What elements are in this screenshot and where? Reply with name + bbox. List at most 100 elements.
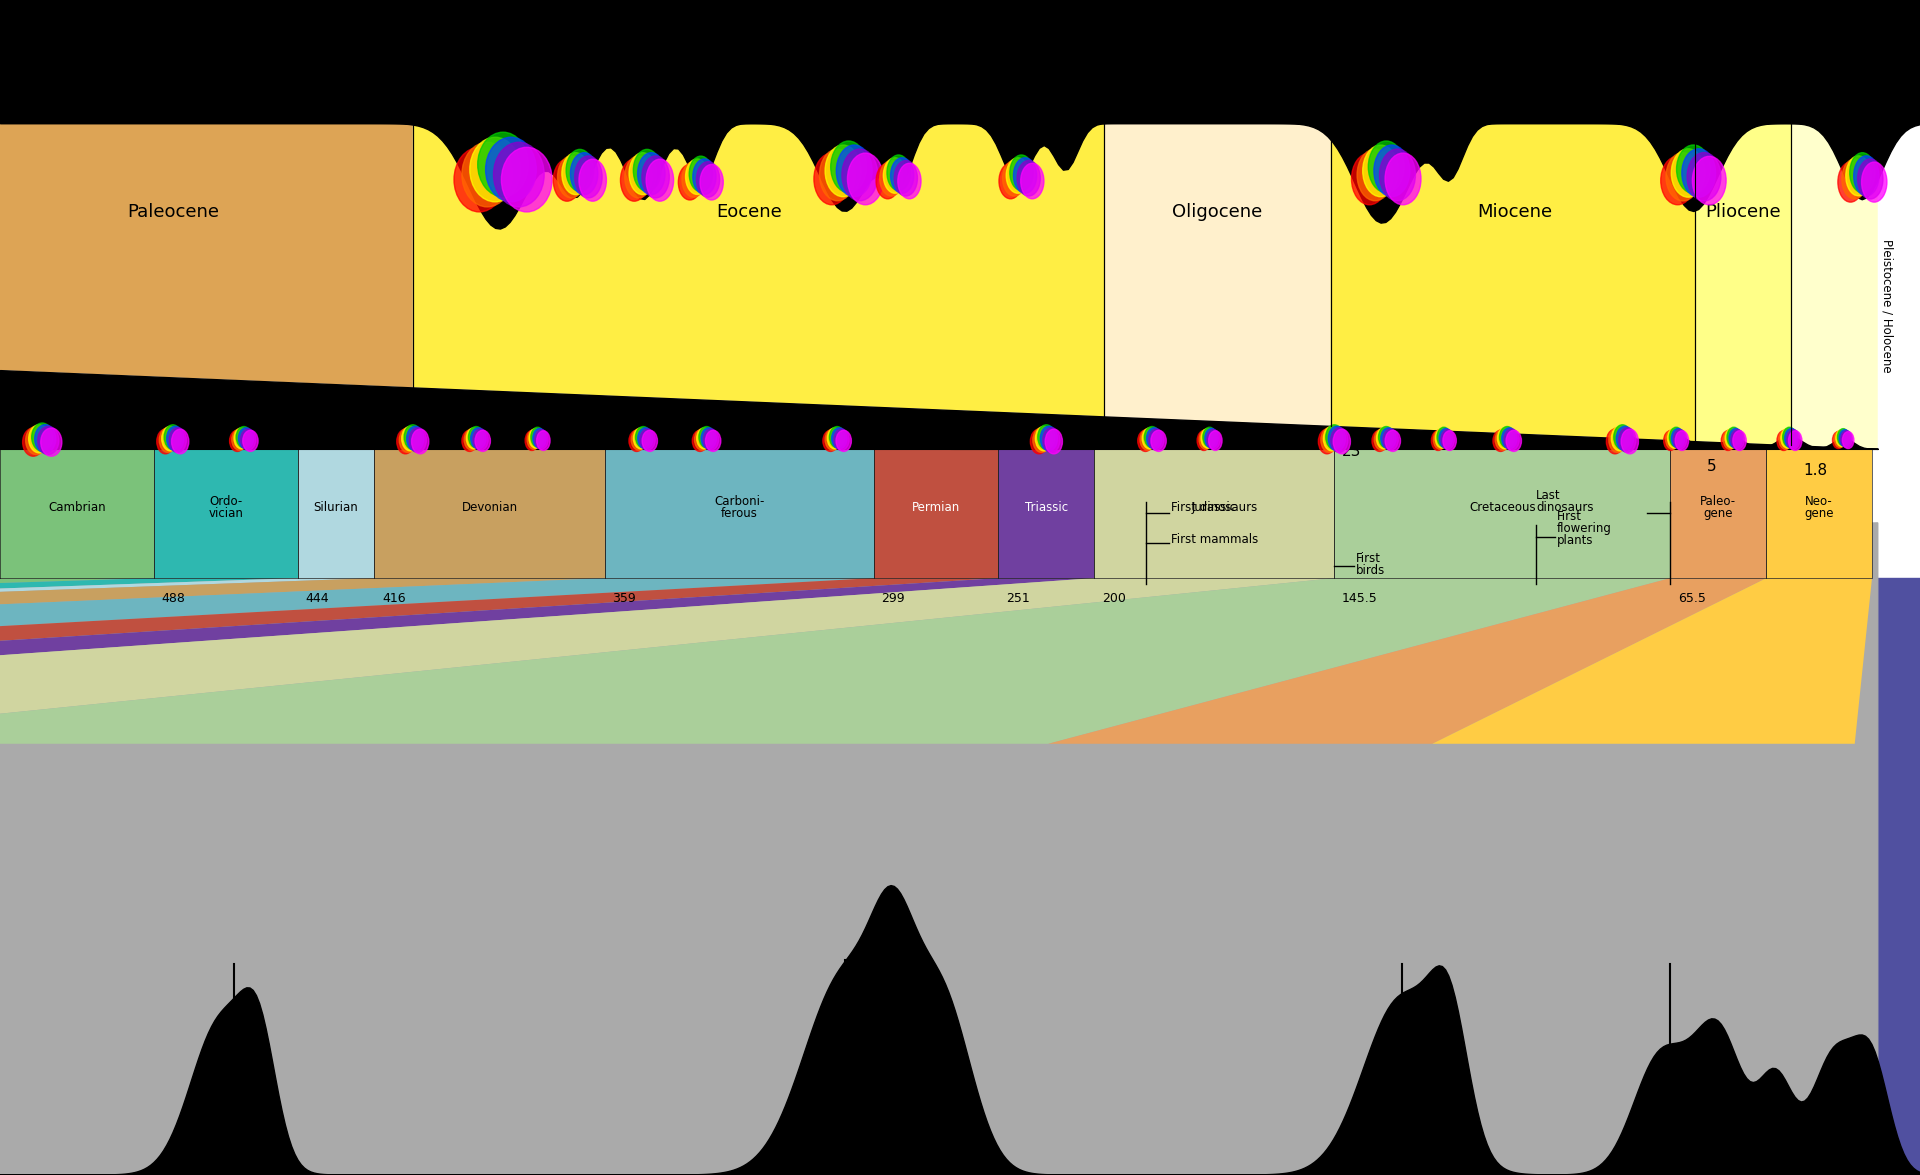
- Ellipse shape: [1375, 429, 1390, 450]
- Ellipse shape: [1373, 430, 1388, 451]
- Polygon shape: [0, 578, 1920, 1175]
- Ellipse shape: [1841, 159, 1866, 199]
- Ellipse shape: [171, 429, 188, 454]
- Ellipse shape: [1021, 163, 1044, 199]
- Ellipse shape: [161, 427, 179, 451]
- Ellipse shape: [1498, 428, 1513, 449]
- Ellipse shape: [1837, 429, 1849, 445]
- Ellipse shape: [1142, 428, 1158, 449]
- Ellipse shape: [895, 161, 918, 196]
- Ellipse shape: [1724, 430, 1738, 449]
- Text: Oligocene: Oligocene: [1171, 202, 1263, 221]
- Ellipse shape: [1139, 430, 1154, 451]
- Ellipse shape: [574, 156, 603, 197]
- Ellipse shape: [38, 427, 60, 455]
- Polygon shape: [1695, 123, 1791, 445]
- Ellipse shape: [636, 427, 651, 448]
- Ellipse shape: [407, 427, 424, 451]
- Ellipse shape: [1503, 429, 1519, 450]
- Text: 359: 359: [612, 592, 636, 605]
- Ellipse shape: [1144, 427, 1160, 448]
- Ellipse shape: [232, 429, 248, 450]
- Ellipse shape: [1692, 156, 1726, 204]
- Text: Cambrian: Cambrian: [48, 501, 106, 515]
- Text: 34: 34: [1116, 434, 1135, 449]
- Ellipse shape: [1726, 429, 1740, 448]
- Ellipse shape: [1849, 153, 1876, 193]
- Ellipse shape: [1321, 428, 1338, 452]
- Ellipse shape: [1384, 430, 1400, 451]
- Text: Neo-
gene: Neo- gene: [1805, 496, 1834, 519]
- Ellipse shape: [1607, 429, 1624, 454]
- Ellipse shape: [639, 429, 655, 450]
- Text: 251: 251: [1006, 592, 1029, 605]
- Ellipse shape: [1786, 429, 1799, 448]
- Polygon shape: [298, 449, 374, 578]
- Text: Permian: Permian: [912, 501, 960, 515]
- Ellipse shape: [1505, 430, 1521, 451]
- Ellipse shape: [1357, 149, 1394, 201]
- Ellipse shape: [1682, 149, 1716, 197]
- Ellipse shape: [530, 428, 545, 446]
- Ellipse shape: [238, 428, 253, 449]
- Ellipse shape: [530, 429, 543, 448]
- Ellipse shape: [1382, 429, 1398, 450]
- Ellipse shape: [1834, 431, 1845, 448]
- Ellipse shape: [1667, 153, 1699, 201]
- Polygon shape: [0, 578, 298, 744]
- Polygon shape: [1766, 449, 1872, 578]
- Polygon shape: [0, 578, 605, 744]
- Ellipse shape: [236, 427, 252, 448]
- Ellipse shape: [159, 428, 177, 452]
- Text: First dinosaurs: First dinosaurs: [1171, 501, 1258, 515]
- Ellipse shape: [1352, 153, 1388, 204]
- Ellipse shape: [405, 425, 422, 449]
- Ellipse shape: [1862, 162, 1887, 202]
- Ellipse shape: [1202, 428, 1217, 446]
- Ellipse shape: [1140, 429, 1156, 450]
- Text: Paleocene: Paleocene: [127, 202, 219, 221]
- Ellipse shape: [1436, 428, 1452, 446]
- Ellipse shape: [632, 429, 647, 450]
- Ellipse shape: [837, 145, 872, 196]
- Ellipse shape: [467, 428, 482, 449]
- Ellipse shape: [820, 149, 856, 201]
- Polygon shape: [0, 578, 154, 744]
- Ellipse shape: [1853, 156, 1880, 196]
- Ellipse shape: [470, 428, 486, 449]
- Ellipse shape: [693, 430, 708, 451]
- Ellipse shape: [463, 142, 513, 207]
- Ellipse shape: [682, 162, 705, 197]
- Ellipse shape: [1380, 428, 1396, 449]
- Ellipse shape: [1432, 430, 1448, 449]
- Ellipse shape: [1728, 429, 1743, 448]
- Ellipse shape: [486, 137, 536, 202]
- Ellipse shape: [1613, 425, 1630, 449]
- Ellipse shape: [1041, 427, 1058, 451]
- Ellipse shape: [1732, 431, 1747, 450]
- Ellipse shape: [1789, 431, 1801, 450]
- Ellipse shape: [566, 149, 593, 192]
- Ellipse shape: [1379, 427, 1394, 448]
- Ellipse shape: [689, 156, 712, 192]
- Polygon shape: [874, 449, 998, 578]
- Ellipse shape: [534, 429, 547, 448]
- Ellipse shape: [526, 431, 538, 450]
- Ellipse shape: [478, 133, 528, 196]
- Ellipse shape: [1325, 425, 1344, 449]
- Ellipse shape: [501, 147, 553, 212]
- Ellipse shape: [1208, 430, 1221, 449]
- Text: First mammals: First mammals: [1171, 532, 1258, 546]
- Ellipse shape: [1033, 428, 1050, 452]
- Polygon shape: [413, 123, 1104, 416]
- Ellipse shape: [536, 431, 551, 450]
- Ellipse shape: [25, 427, 46, 455]
- Ellipse shape: [553, 159, 580, 201]
- Text: Jurassic: Jurassic: [1192, 501, 1236, 515]
- Ellipse shape: [1332, 429, 1350, 454]
- Ellipse shape: [1670, 149, 1705, 197]
- Text: First
flowering
plants: First flowering plants: [1557, 510, 1613, 548]
- Ellipse shape: [1688, 153, 1720, 201]
- Ellipse shape: [705, 430, 720, 451]
- Ellipse shape: [472, 429, 488, 450]
